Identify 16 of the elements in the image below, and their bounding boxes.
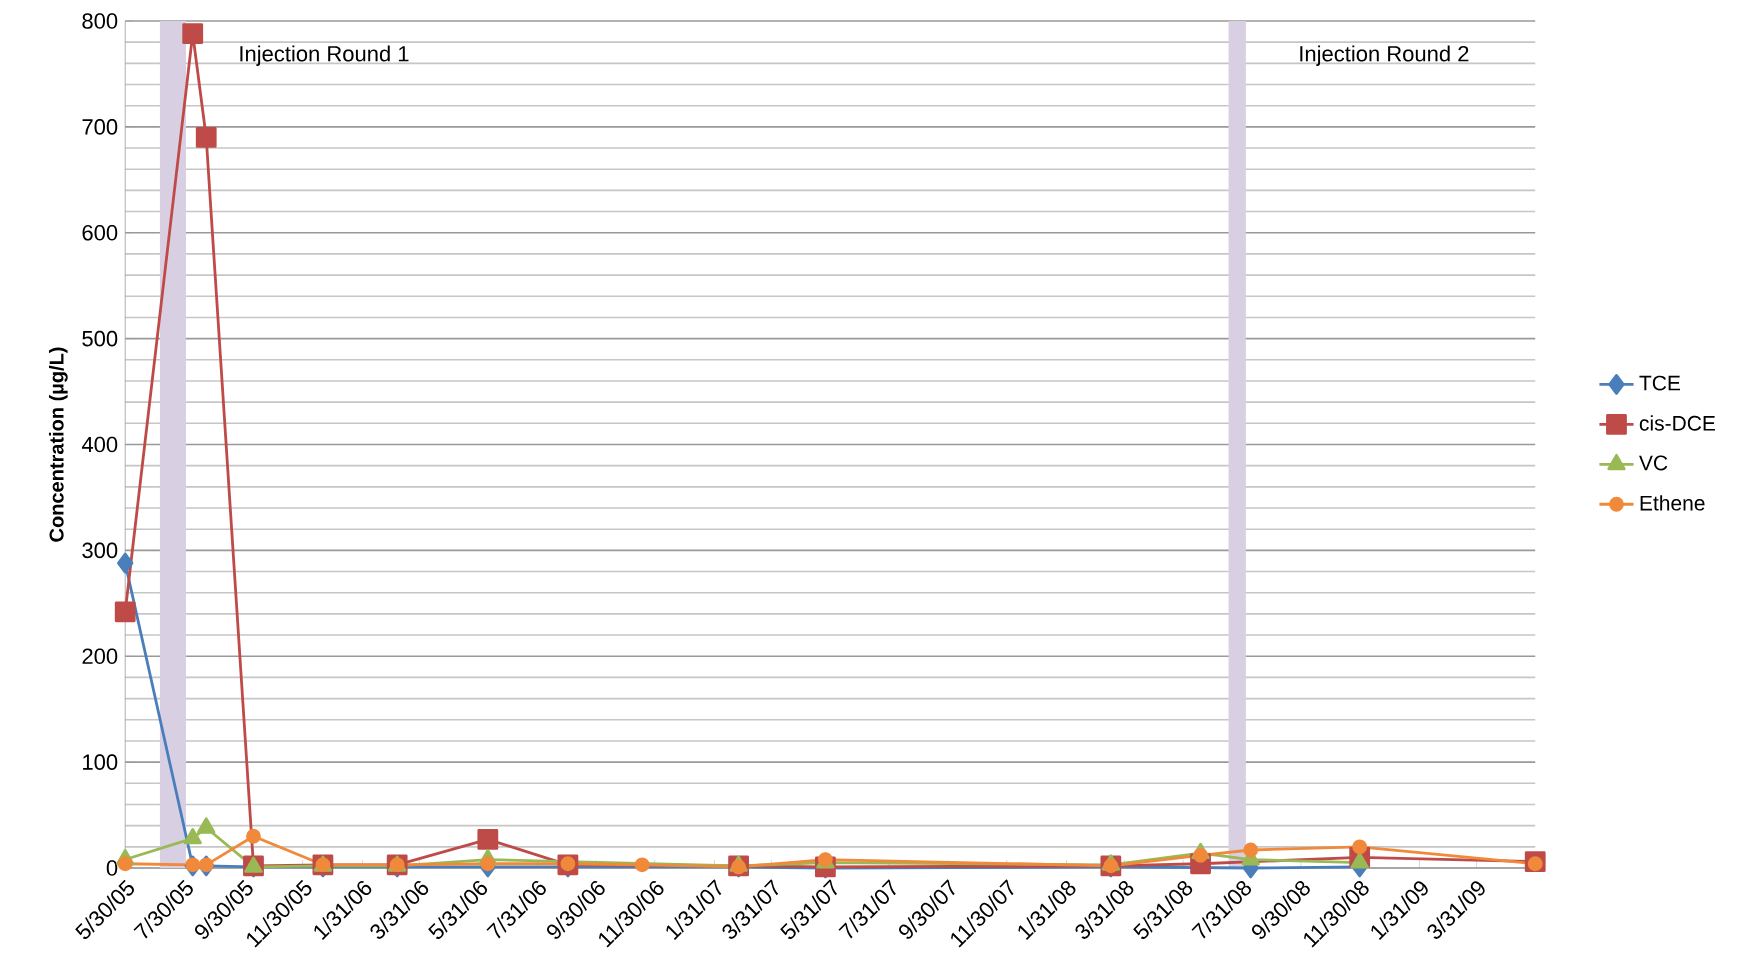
y-tick-label: 100 — [83, 754, 118, 770]
legend-label: VC — [1639, 455, 1668, 471]
y-tick-label: 300 — [82, 542, 118, 559]
y-tick-label: 800 — [82, 13, 118, 29]
legend-label: cis-DCE — [1639, 415, 1716, 431]
y-tick-label: 700 — [82, 119, 118, 135]
y-tick-label: 600 — [82, 224, 118, 241]
y-tick-label: 400 — [81, 436, 118, 453]
y-tick-label: 200 — [82, 648, 118, 665]
legend-label: TCE — [1639, 375, 1681, 391]
band-label: Injection Round 2 — [1300, 45, 1469, 66]
y-tick-label: 500 — [82, 330, 118, 347]
y-axis-title: Concentration (µg/L) — [48, 347, 68, 542]
legend-label: Ethene — [1640, 495, 1705, 511]
y-tick-label: 0 — [106, 860, 118, 876]
band-label: Injection Round 1 — [240, 45, 409, 66]
